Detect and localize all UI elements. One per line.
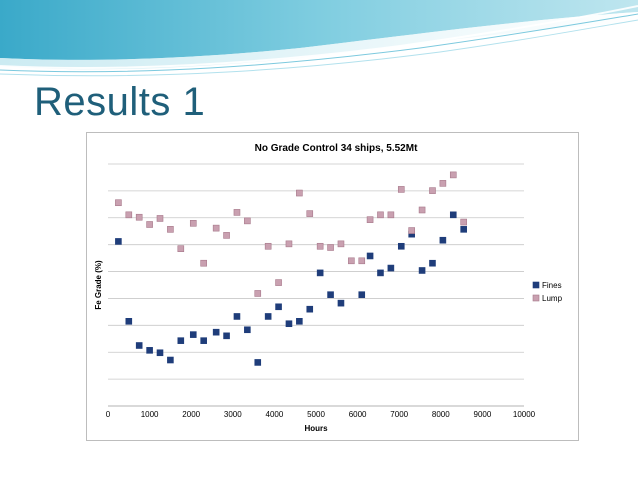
- chart-title: No Grade Control 34 ships, 5.52Mt: [255, 143, 418, 154]
- point-lump: [460, 218, 467, 226]
- x-tick-label: 3000: [224, 410, 242, 419]
- point-lump: [408, 227, 415, 234]
- point-fines: [177, 337, 185, 344]
- legend-label-fines: Fines: [542, 281, 562, 290]
- point-fines: [285, 320, 293, 328]
- point-fines: [200, 337, 207, 344]
- point-fines: [316, 269, 324, 277]
- legend-marker-fines: [532, 281, 540, 289]
- point-fines: [439, 236, 447, 244]
- point-fines: [115, 238, 122, 245]
- x-axis-label: Hours: [304, 424, 328, 433]
- x-tick-label: 9000: [474, 410, 492, 419]
- point-lump: [296, 189, 303, 197]
- point-fines: [167, 356, 174, 364]
- chart-frame: No Grade Control 34 ships, 5.52Mt 0 1000 2…: [86, 132, 579, 441]
- point-lump: [264, 242, 272, 250]
- point-fines: [156, 349, 164, 357]
- point-fines: [125, 318, 133, 325]
- point-lump: [397, 186, 405, 193]
- header-banner-decoration: [0, 0, 638, 77]
- point-fines: [366, 252, 374, 260]
- point-fines: [387, 264, 395, 272]
- point-lump: [156, 215, 164, 222]
- point-lump: [233, 209, 241, 216]
- x-tick-label: 10000: [513, 410, 536, 419]
- point-fines: [212, 328, 220, 336]
- data-points: [115, 171, 467, 366]
- point-lump: [223, 232, 230, 239]
- point-lump: [358, 257, 366, 265]
- point-lump: [177, 245, 185, 252]
- legend: Fines Lump: [532, 281, 563, 303]
- x-tick-label: 5000: [307, 410, 325, 419]
- point-lump: [115, 199, 122, 207]
- point-fines: [254, 359, 262, 366]
- point-fines: [306, 305, 314, 313]
- point-fines: [327, 291, 334, 298]
- point-lump: [348, 257, 355, 265]
- gridlines: [108, 163, 524, 407]
- y-axis-label: Fe Grade (%): [94, 260, 103, 310]
- point-fines: [460, 226, 467, 233]
- point-lump: [439, 180, 447, 187]
- point-fines: [244, 326, 251, 334]
- point-fines: [397, 242, 405, 250]
- point-fines: [189, 331, 197, 338]
- point-lump: [306, 210, 314, 217]
- x-tick-label: 0: [106, 410, 111, 419]
- point-lump: [418, 206, 426, 214]
- point-fines: [296, 318, 303, 325]
- point-lump: [244, 217, 251, 225]
- point-lump: [125, 211, 133, 219]
- point-fines: [377, 269, 384, 277]
- point-lump: [429, 187, 436, 194]
- point-fines: [264, 313, 272, 320]
- point-lump: [275, 279, 282, 286]
- point-lump: [212, 224, 220, 232]
- x-tick-label: 6000: [349, 410, 367, 419]
- point-fines: [358, 291, 366, 298]
- point-lump: [189, 219, 197, 227]
- point-fines: [418, 267, 426, 274]
- point-lump: [449, 171, 457, 179]
- point-fines: [146, 347, 153, 354]
- x-tick-label: 1000: [141, 410, 159, 419]
- point-lump: [146, 221, 153, 228]
- point-fines: [135, 342, 143, 349]
- x-tick-label: 8000: [432, 410, 450, 419]
- point-lump: [254, 290, 262, 297]
- legend-label-lump: Lump: [542, 294, 563, 303]
- point-lump: [167, 226, 174, 233]
- point-lump: [135, 213, 143, 221]
- slide-title: Results 1: [34, 80, 206, 124]
- x-tick-labels: 0 1000 2000 3000 4000 5000 6000 7000 8000 9000 100…: [106, 410, 536, 419]
- x-tick-label: 4000: [266, 410, 284, 419]
- point-fines: [233, 313, 241, 320]
- point-fines: [429, 259, 436, 267]
- point-lump: [377, 211, 384, 219]
- x-tick-label: 7000: [390, 410, 408, 419]
- point-lump: [327, 244, 334, 251]
- point-fines: [337, 299, 345, 307]
- point-lump: [316, 242, 324, 250]
- point-lump: [285, 240, 293, 248]
- point-fines: [223, 332, 230, 340]
- scatter-chart: No Grade Control 34 ships, 5.52Mt 0 1000 2…: [94, 143, 563, 433]
- point-fines: [449, 211, 457, 219]
- point-lump: [200, 259, 207, 267]
- x-tick-label: 2000: [182, 410, 200, 419]
- point-lump: [337, 240, 345, 248]
- legend-marker-lump: [532, 294, 540, 302]
- point-lump: [366, 216, 374, 223]
- point-fines: [275, 303, 282, 311]
- point-lump: [387, 211, 395, 219]
